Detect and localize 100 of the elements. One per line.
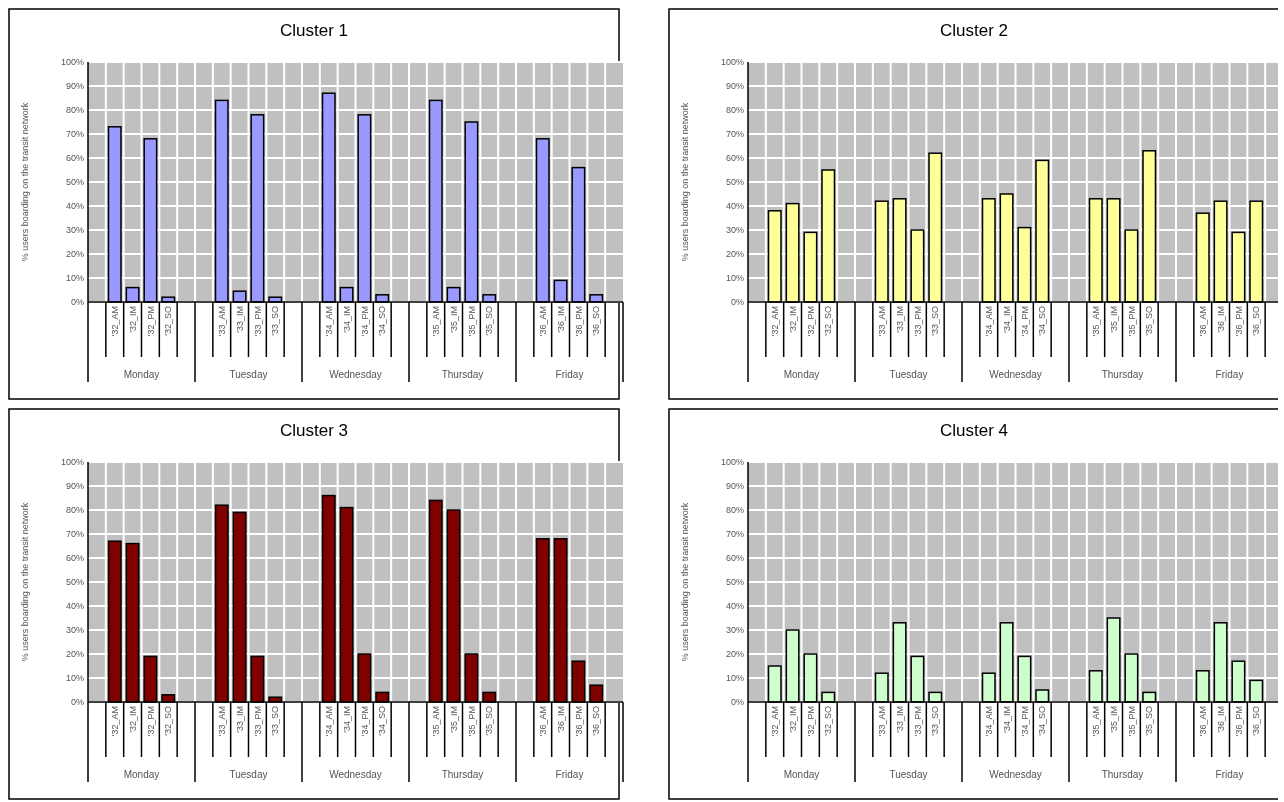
x-tick-label: '36_IM xyxy=(1215,706,1226,733)
text: Wednesday xyxy=(329,369,382,380)
y-tick-label: 10% xyxy=(65,673,84,684)
x-tick-label: '32_IM xyxy=(787,306,798,333)
x-tick-label: '35_SO xyxy=(1144,706,1155,736)
x-tick-label: '34_PM xyxy=(1019,306,1030,337)
y-tick-label: 30% xyxy=(725,625,744,636)
x-tick-label: '32_AM xyxy=(109,706,120,737)
x-tick-label: '32_IM xyxy=(787,706,798,733)
x-tick-label: '34_PM xyxy=(1019,706,1030,737)
y-tick-label: 0% xyxy=(70,697,84,708)
y-tick-label: 90% xyxy=(725,81,744,92)
x-tick-label: '32_PM xyxy=(145,306,156,337)
y-tick-label: 100% xyxy=(720,57,744,68)
y-tick-label: 70% xyxy=(65,529,84,540)
x-tick-label: '34_AM xyxy=(983,306,994,337)
x-tick-label: '34_AM xyxy=(323,306,334,337)
y-tick-label: 80% xyxy=(65,505,84,516)
x-tick-label: '36_AM xyxy=(1197,706,1208,737)
x-tick-label: '36_SO xyxy=(591,306,602,336)
x-tick-label: '33_SO xyxy=(930,706,941,736)
x-tick-label: '32_SO xyxy=(823,306,834,336)
x-tick-label: '34_IM xyxy=(341,706,352,733)
y-tick-label: 10% xyxy=(725,273,744,284)
text: Tuesday xyxy=(889,369,928,380)
y-tick-label: 50% xyxy=(725,577,744,588)
x-tick-label: '33_IM xyxy=(894,706,905,733)
x-tick-label: '35_AM xyxy=(430,706,441,737)
x-tick-label: '33_AM xyxy=(876,706,887,737)
y-tick-label: 100% xyxy=(60,57,84,68)
y-tick-label: 50% xyxy=(65,577,84,588)
y-tick-label: 20% xyxy=(65,249,84,260)
y-tick-label: 30% xyxy=(65,225,84,236)
y-tick-label: 30% xyxy=(65,625,84,636)
x-tick-label: '33_SO xyxy=(270,706,281,736)
x-tick-label: '36_PM xyxy=(1233,306,1244,337)
text: Wednesday xyxy=(989,769,1042,780)
x-tick-label: '35_SO xyxy=(484,306,495,336)
chart-title: Cluster 1 xyxy=(279,21,349,40)
text: Friday xyxy=(555,769,584,780)
x-tick-label: '35_IM xyxy=(1108,706,1119,733)
y-axis-title: % users boarding on the transit network xyxy=(680,102,690,262)
y-tick-label: 0% xyxy=(730,297,744,308)
text: Wednesday xyxy=(329,769,382,780)
y-tick-label: 20% xyxy=(65,649,84,660)
text: Tuesday xyxy=(229,369,268,380)
chart-title: Cluster 2 xyxy=(939,21,1009,40)
y-tick-label: 60% xyxy=(725,153,744,164)
y-tick-label: 70% xyxy=(725,529,744,540)
text: Thursday xyxy=(1101,369,1144,380)
y-tick-label: 0% xyxy=(730,697,744,708)
y-tick-label: 80% xyxy=(725,505,744,516)
y-tick-label: 80% xyxy=(65,105,84,116)
x-tick-label: '34_IM xyxy=(1001,306,1012,333)
x-tick-label: '36_IM xyxy=(1215,306,1226,333)
x-tick-label: '34_SO xyxy=(1037,306,1048,336)
text: Thursday xyxy=(441,769,484,780)
y-tick-label: 30% xyxy=(725,225,744,236)
y-tick-label: 70% xyxy=(725,129,744,140)
y-tick-label: 50% xyxy=(725,177,744,188)
x-tick-label: '33_IM xyxy=(234,706,245,733)
text: Tuesday xyxy=(889,769,928,780)
x-tick-label: '33_IM xyxy=(234,306,245,333)
x-tick-label: '35_IM xyxy=(448,706,459,733)
x-tick-label: '34_SO xyxy=(377,706,388,736)
y-tick-label: 90% xyxy=(725,481,744,492)
x-tick-label: '35_PM xyxy=(1126,306,1137,337)
text: Friday xyxy=(1215,369,1244,380)
x-tick-label: '32_AM xyxy=(769,306,780,337)
x-tick-label: '35_PM xyxy=(466,706,477,737)
x-tick-label: '34_SO xyxy=(1037,706,1048,736)
text: Monday xyxy=(783,769,820,780)
x-tick-label: '36_SO xyxy=(591,706,602,736)
x-tick-label: '32_PM xyxy=(145,706,156,737)
x-tick-label: '33_PM xyxy=(252,706,263,737)
x-tick-label: '35_AM xyxy=(430,306,441,337)
x-tick-label: '36_SO xyxy=(1251,306,1262,336)
x-tick-label: '32_AM xyxy=(769,706,780,737)
y-tick-label: 90% xyxy=(65,81,84,92)
x-tick-label: '32_SO xyxy=(163,706,174,736)
x-tick-label: '33_PM xyxy=(252,306,263,337)
y-tick-label: 40% xyxy=(725,201,744,212)
text: Tuesday xyxy=(229,769,268,780)
text: Friday xyxy=(1215,769,1244,780)
y-tick-label: 60% xyxy=(65,553,84,564)
x-tick-label: '33_SO xyxy=(270,306,281,336)
x-tick-label: '33_PM xyxy=(912,706,923,737)
x-tick-label: '33_AM xyxy=(216,306,227,337)
y-tick-label: 10% xyxy=(725,673,744,684)
x-tick-label: '35_SO xyxy=(484,706,495,736)
x-tick-label: '36_PM xyxy=(1233,706,1244,737)
text: Thursday xyxy=(441,369,484,380)
x-tick-label: '36_PM xyxy=(573,706,584,737)
x-tick-label: '33_PM xyxy=(912,306,923,337)
y-tick-label: 0% xyxy=(70,297,84,308)
x-tick-label: '35_PM xyxy=(466,306,477,337)
x-tick-label: '32_PM xyxy=(805,306,816,337)
x-tick-label: '33_AM xyxy=(216,706,227,737)
y-tick-label: 50% xyxy=(65,177,84,188)
x-tick-label: '34_IM xyxy=(1001,706,1012,733)
